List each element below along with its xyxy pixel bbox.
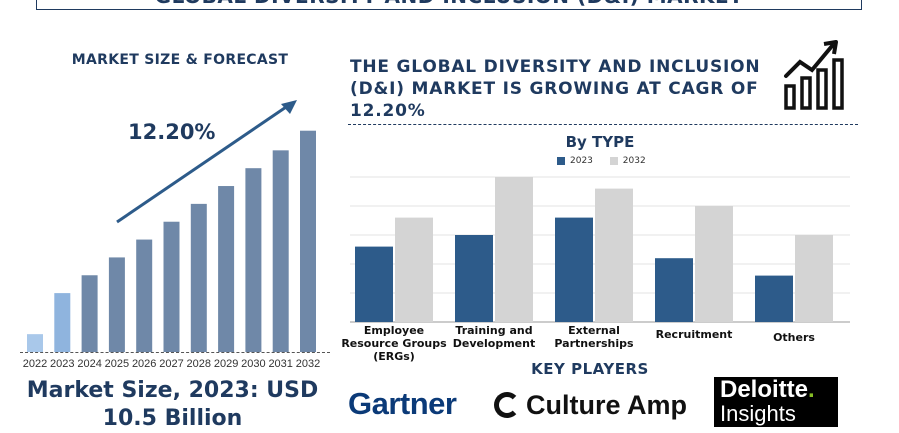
type-bar-2032-1 [495,177,533,322]
culture-amp-mark-icon [494,391,520,418]
legend-label-2023: 2023 [570,156,593,166]
deloitte-logo-dot: . [808,376,815,403]
legend-item-2023: 2023 [557,156,593,166]
type-bar-2023-0 [355,246,393,322]
gartner-logo: Gartner [348,386,457,421]
year-label-2030: 2030 [241,358,266,370]
type-chart-legend: 2023 2032 [557,156,660,166]
year-label-2029: 2029 [213,358,239,370]
type-bar-2032-2 [595,188,633,322]
type-bar-2023-4 [755,275,793,322]
banner-title: GLOBAL DIVERSITY AND INCLUSION (D&I) MAR… [36,0,862,10]
market-forecast-chart [27,100,316,352]
forecast-bar-2028 [190,203,207,352]
type-bar-2032-0 [395,217,433,322]
forecast-bar-2022 [27,334,43,352]
year-label-2026: 2026 [131,358,157,370]
type-bar-2032-3 [695,206,733,322]
forecast-bar-2026 [136,239,153,352]
deloitte-insights-logo: Deloitte. Insights [714,377,838,427]
headline: THE GLOBAL DIVERSITY AND INCLUSION (D&I)… [350,57,761,121]
type-bar-2023-3 [655,258,693,322]
deloitte-insights-text: Insights [720,401,796,426]
year-label-2024: 2024 [77,358,102,370]
category-label-0: Employee Resource Groups (ERGs) [341,324,447,363]
forecast-bar-2029 [218,186,235,352]
forecast-bar-2025 [108,257,125,352]
type-chart-title: By TYPE [565,133,635,151]
forecast-bar-2032 [300,130,316,352]
year-label-2032: 2032 [295,358,321,370]
forecast-bar-2024 [81,275,98,352]
deloitte-logo-line: Deloitte. [720,377,832,403]
cagr-label: 12.20% [128,120,216,144]
forecast-bar-2030 [245,168,262,352]
type-bar-2023-2 [555,217,593,322]
market-size-forecast-title: MARKET SIZE & FORECAST [71,52,289,68]
category-label-3: Recruitment [655,328,733,341]
year-label-2031: 2031 [268,358,293,370]
type-bar-2023-1 [455,235,493,322]
legend-swatch-2023 [557,156,565,165]
legend-swatch-2032 [609,156,618,165]
deloitte-logo-text: Deloitte [720,376,809,403]
year-label-2027: 2027 [159,358,184,370]
chart-baseline [20,352,330,354]
market-size-text: Market Size, 2023: USD 10.5 Billion [26,378,319,431]
year-label-2028: 2028 [186,358,212,370]
key-players-title: KEY PLAYERS [531,360,649,378]
headline-divider [348,124,858,125]
type-bar-2032-4 [795,235,833,322]
culture-amp-logo: Culture Amp [494,390,687,421]
forecast-bar-2027 [163,221,180,352]
culture-amp-logo-text: Culture Amp [526,390,687,420]
legend-item-2032: 2032 [609,156,646,166]
category-label-4: Others [773,331,815,344]
year-label-2022: 2022 [22,358,48,370]
year-label-2025: 2025 [104,358,130,370]
legend-label-2032: 2032 [622,156,646,166]
type-bar-chart [350,176,850,323]
forecast-bar-2023 [54,293,71,352]
growth-trend-arrow [116,101,293,224]
growth-chart-icon [784,40,844,110]
category-label-2: External Partnerships [554,324,634,350]
category-label-1: Training and Development [452,324,536,350]
growth-trend-arrowhead [281,100,297,114]
forecast-bar-2031 [272,150,289,352]
year-label-2023: 2023 [50,358,75,370]
